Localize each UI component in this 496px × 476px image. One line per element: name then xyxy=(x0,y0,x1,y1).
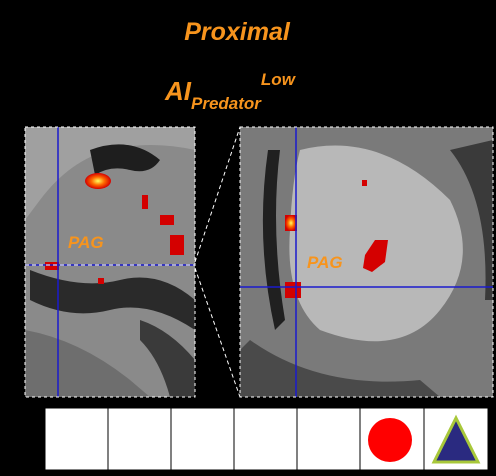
right-slice xyxy=(240,127,493,397)
left-slice xyxy=(25,127,195,397)
panel-label: PAG xyxy=(68,233,104,252)
panel-label: PAG xyxy=(307,253,343,272)
title: Proximal xyxy=(184,18,291,46)
circle-icon xyxy=(368,418,412,462)
condition-row xyxy=(45,408,488,470)
subtitle-superscript: Low xyxy=(261,70,297,89)
subtitle-main: AI xyxy=(164,76,192,106)
figure: Proximal AIPredator Low PAG xyxy=(0,0,496,476)
subtitle-subscript: Predator xyxy=(191,94,262,113)
